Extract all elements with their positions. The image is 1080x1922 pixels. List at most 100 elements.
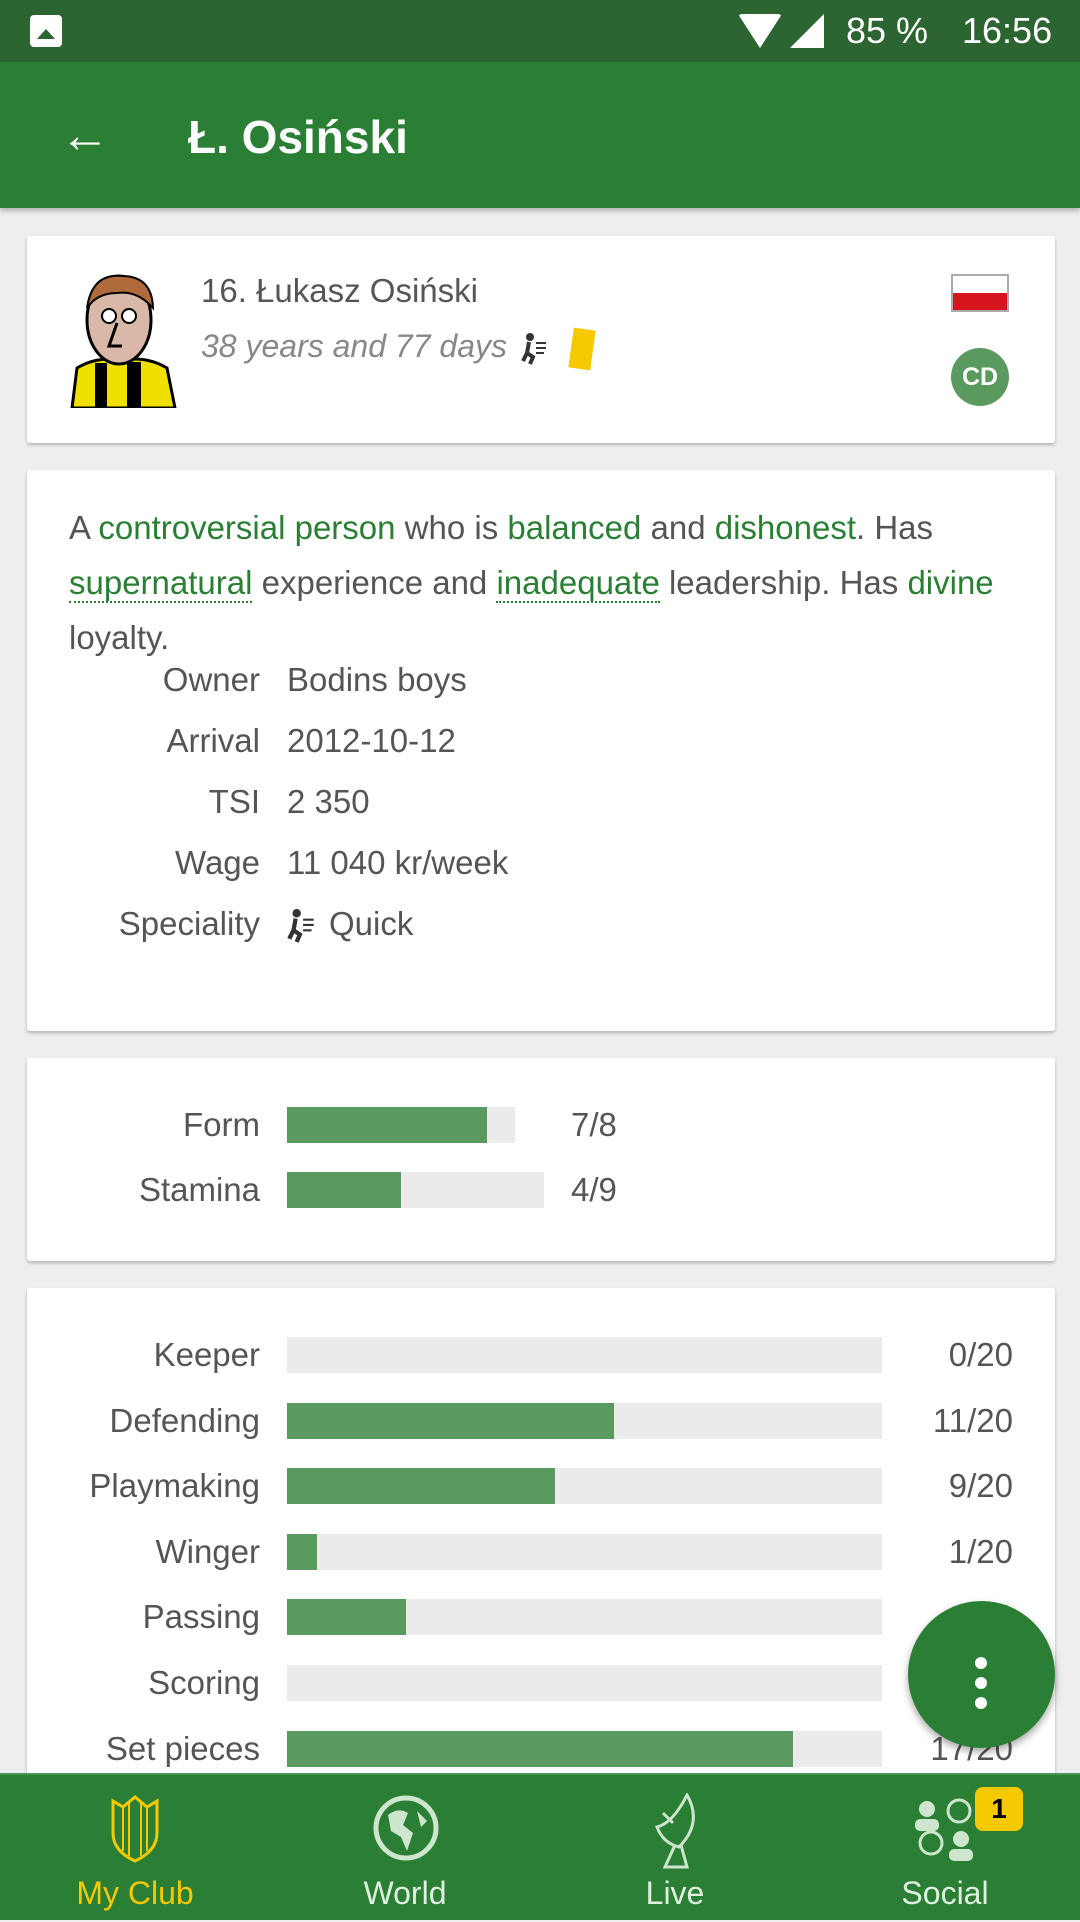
info-row: Speciality Quick [27, 899, 1027, 949]
text: who is [395, 509, 508, 546]
quick-runner-icon [287, 909, 314, 944]
nav-live[interactable]: Live [540, 1775, 810, 1922]
condition-value: 7/8 [571, 1106, 617, 1143]
info-value-text: 2 350 [287, 783, 370, 820]
condition-value: 4/9 [571, 1171, 617, 1208]
more-options-button[interactable] [908, 1601, 1055, 1748]
skills-card: Keeper 0/20 Defending 11/20 Playmaking 9/20 Wi… [27, 1288, 1055, 1808]
skill-label: Defending [109, 1401, 260, 1439]
info-label: Arrival [166, 722, 260, 759]
nav-label: World [363, 1875, 447, 1911]
text: and [641, 509, 715, 546]
skill-bar-fill [287, 1533, 317, 1570]
info-value-text: Bodins boys [287, 661, 467, 698]
text: leadership. Has [659, 564, 908, 601]
condition-label: Stamina [138, 1171, 260, 1208]
skill-value: 1/20 [948, 1532, 1013, 1570]
skill-label: Winger [155, 1532, 260, 1570]
skill-label: Scoring [148, 1664, 260, 1701]
condition-label: Form [183, 1106, 260, 1143]
info-label: Wage [175, 844, 260, 881]
globe-icon [373, 1795, 439, 1861]
wifi-icon [738, 14, 782, 48]
info-value: 2012-10-12 [287, 716, 456, 766]
skill-bar [287, 1402, 882, 1439]
skill-row: Set pieces 17/20 [27, 1724, 1027, 1774]
info-value: Quick [287, 899, 413, 949]
nav-label: Live [645, 1875, 705, 1911]
shield-icon [111, 1795, 159, 1863]
text: . Has [856, 509, 934, 546]
nav-label: My Club [76, 1875, 194, 1911]
app-bar: ← Ł. Osiński [0, 62, 1080, 208]
skill-label: Passing [142, 1598, 260, 1636]
satellite-dish-icon [655, 1793, 695, 1869]
skill-row: Scoring [27, 1658, 1027, 1708]
notification-badge: 1 [975, 1787, 1023, 1831]
skill-label: Set pieces [105, 1729, 260, 1767]
condition-card: Form 7/8 Stamina 4/9 [27, 1058, 1055, 1261]
info-value: 11 040 kr/week [287, 838, 508, 888]
nav-world[interactable]: World [270, 1775, 540, 1922]
back-arrow-icon[interactable]: ← [60, 107, 110, 163]
player-avatar [70, 274, 177, 408]
condition-bar-fill [287, 1172, 401, 1208]
text: A [69, 509, 99, 546]
skill-bar [287, 1337, 882, 1373]
trait-link[interactable]: dishonest [714, 509, 857, 546]
skill-label: Keeper [153, 1336, 260, 1373]
condition-bar [287, 1107, 515, 1143]
skill-value: 11/20 [932, 1401, 1013, 1439]
skill-bar-fill [287, 1468, 555, 1505]
page-title: Ł. Osiński [188, 111, 408, 163]
player-details-card: A controversial person who is balanced a… [27, 470, 1055, 1031]
quick-runner-icon [521, 332, 546, 365]
player-age: 38 years and 77 days [201, 327, 596, 370]
condition-row: Form 7/8 [27, 1100, 1027, 1150]
condition-bar-fill [287, 1107, 487, 1143]
text: loyalty. [69, 619, 170, 656]
bottom-navigation: My Club World Live Social 1 [0, 1773, 1080, 1920]
info-label: Speciality [118, 905, 260, 942]
gallery-notification-icon [30, 15, 62, 47]
info-value: Bodins boys [287, 655, 467, 705]
info-row: Arrival 2012-10-12 [27, 716, 1027, 766]
info-value-text: 11 040 kr/week [287, 844, 509, 881]
trait-link[interactable]: balanced [507, 509, 642, 546]
personality-description: A controversial person who is balanced a… [69, 500, 1029, 665]
info-value-text: Quick [329, 905, 414, 942]
nav-label: Social [901, 1875, 989, 1911]
nav-social[interactable]: Social [810, 1775, 1080, 1922]
age-text: 38 years and 77 days [201, 328, 507, 364]
battery-level: 85 % [846, 10, 929, 51]
loyalty-link[interactable]: divine [907, 564, 994, 601]
skill-bar [287, 1468, 882, 1505]
skill-bar [287, 1665, 882, 1701]
condition-row: Stamina 4/9 [27, 1165, 1027, 1215]
yellow-card-icon [568, 327, 596, 370]
skill-bar [287, 1533, 882, 1570]
condition-bar [287, 1172, 544, 1208]
poland-flag-icon [951, 274, 1009, 312]
player-header-card: 16. Łukasz Osiński 38 years and 77 days … [27, 236, 1055, 443]
info-label: Owner [162, 661, 260, 698]
skill-value: 0/20 [948, 1336, 1013, 1373]
signal-icon [790, 14, 824, 48]
trait-link[interactable]: controversial person [98, 509, 396, 546]
nav-my-club[interactable]: My Club [0, 1775, 270, 1922]
info-label: TSI [208, 783, 260, 820]
info-row: TSI 2 350 [27, 777, 1027, 827]
skill-value: 9/20 [948, 1467, 1013, 1505]
position-badge: CD [951, 348, 1009, 406]
skill-bar-fill [287, 1730, 793, 1767]
status-bar: 85 % 16:56 [0, 0, 1080, 62]
leadership-link[interactable]: inadequate [496, 564, 660, 603]
skill-bar [287, 1730, 882, 1767]
info-value-text: 2012-10-12 [287, 722, 456, 759]
text: experience and [252, 564, 497, 601]
experience-link[interactable]: supernatural [69, 564, 253, 603]
player-name: 16. Łukasz Osiński [201, 272, 478, 309]
skill-row: Defending 11/20 [27, 1396, 1027, 1446]
skill-bar-fill [287, 1599, 406, 1636]
skill-bar [287, 1599, 882, 1636]
